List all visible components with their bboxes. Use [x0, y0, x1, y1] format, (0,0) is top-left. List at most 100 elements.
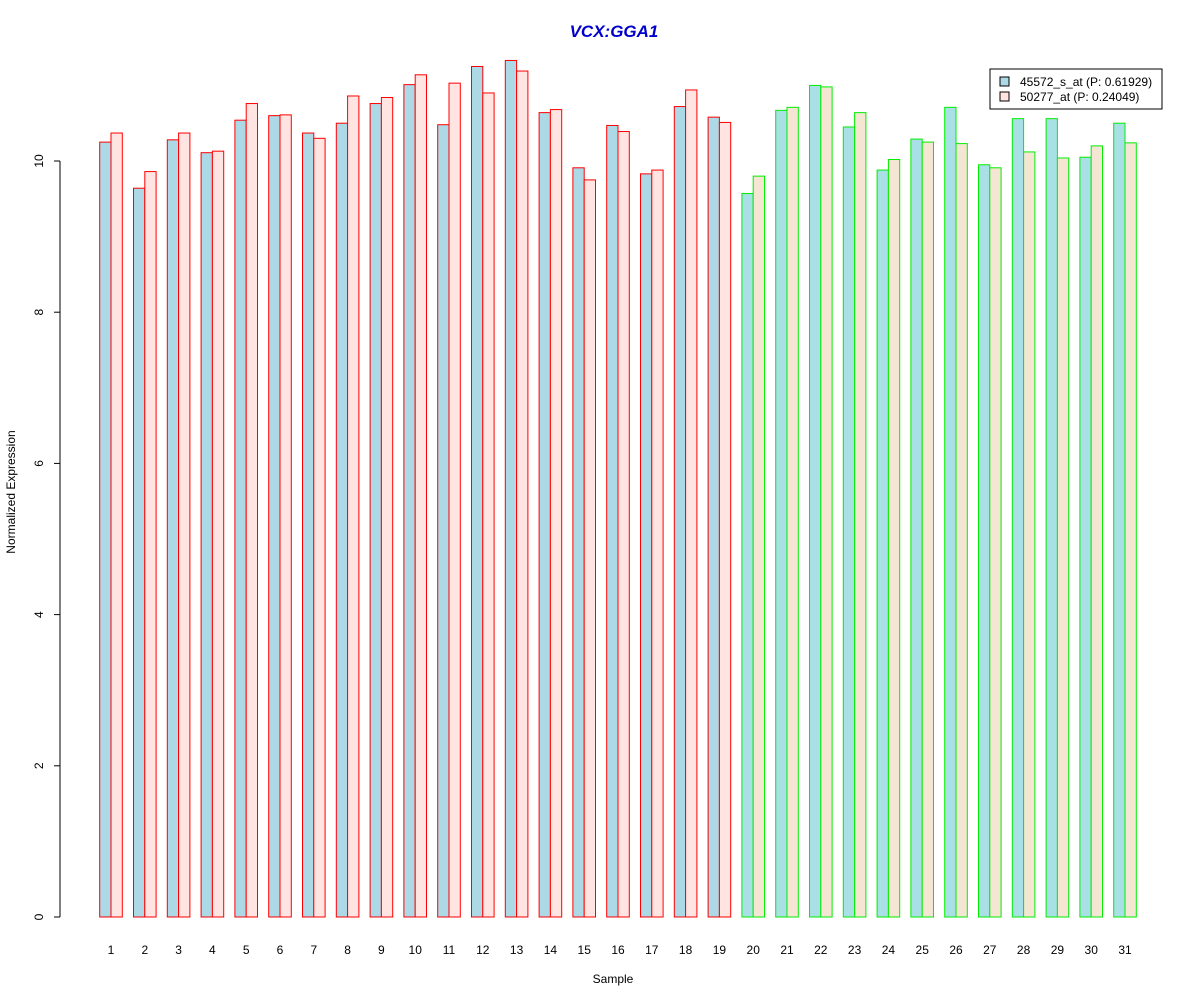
- bar-sample-27-series-2: [989, 167, 1002, 918]
- y-tick-label: 2: [32, 762, 46, 769]
- y-tick-label: 8: [32, 309, 46, 316]
- bar-sample-28-series-2: [1023, 151, 1036, 918]
- x-tick-label: 20: [747, 943, 761, 957]
- bar-sample-10-series-1: [403, 84, 416, 918]
- x-tick-label: 4: [209, 943, 216, 957]
- x-tick-label: 9: [378, 943, 385, 957]
- x-tick-label: 28: [1017, 943, 1031, 957]
- x-tick-label: 14: [544, 943, 558, 957]
- bar-sample-7-series-1: [302, 132, 315, 918]
- bar-sample-23-series-1: [842, 126, 856, 918]
- bar-sample-13-series-1: [504, 59, 518, 918]
- bar-sample-4-series-1: [200, 152, 213, 918]
- bar-sample-24-series-2: [887, 158, 901, 918]
- bar-sample-15-series-1: [572, 167, 585, 918]
- bar-sample-20-series-2: [752, 175, 766, 918]
- x-tick-label: 21: [780, 943, 794, 957]
- bar-sample-30-series-2: [1090, 145, 1103, 918]
- bar-sample-26-series-1: [944, 106, 957, 918]
- bar-sample-5-series-2: [245, 103, 258, 918]
- bar-sample-30-series-1: [1079, 156, 1092, 918]
- bar-sample-1-series-1: [99, 141, 112, 918]
- x-tick-label: 5: [243, 943, 250, 957]
- bar-sample-13-series-2: [516, 70, 529, 918]
- bar-sample-4-series-2: [211, 150, 225, 918]
- y-axis: 0 2 4 6 8 10: [32, 154, 61, 920]
- x-tick-label: 10: [409, 943, 423, 957]
- bar-sample-9-series-2: [380, 97, 394, 918]
- bar-sample-12-series-1: [471, 66, 484, 918]
- x-tick-label: 27: [983, 943, 997, 957]
- y-tick-label: 10: [32, 154, 46, 168]
- bar-sample-25-series-2: [921, 141, 935, 918]
- x-tick-label: 24: [882, 943, 896, 957]
- bar-sample-31-series-2: [1124, 142, 1137, 918]
- bar-sample-6-series-2: [279, 114, 292, 918]
- x-tick-label: 22: [814, 943, 828, 957]
- bar-sample-24-series-1: [876, 169, 889, 918]
- bar-sample-7-series-2: [313, 137, 326, 918]
- legend-swatch: [999, 76, 1010, 87]
- x-tick-label: 16: [611, 943, 625, 957]
- legend-entry-label: 45572_s_at (P: 0.61929): [1020, 75, 1152, 89]
- bar-sample-2-series-2: [144, 171, 157, 918]
- bar-sample-18-series-2: [685, 89, 698, 918]
- x-tick-label: 23: [848, 943, 862, 957]
- legend-swatch: [999, 91, 1010, 102]
- y-axis-label: Normalized Expression: [4, 430, 18, 553]
- bars-layer: [99, 59, 1137, 918]
- bar-sample-21-series-2: [786, 106, 799, 918]
- bar-sample-26-series-2: [955, 143, 968, 918]
- x-tick-label: 11: [443, 943, 456, 957]
- legend-box: [989, 68, 1163, 110]
- x-tick-label: 31: [1118, 943, 1132, 957]
- x-tick-label: 7: [310, 943, 317, 957]
- bar-sample-28-series-1: [1011, 118, 1025, 918]
- y-tick-label: 0: [32, 913, 46, 920]
- bar-sample-20-series-1: [741, 193, 754, 918]
- bar-sample-11-series-1: [437, 124, 450, 918]
- x-tick-label: 6: [277, 943, 284, 957]
- x-tick-label: 13: [510, 943, 524, 957]
- x-tick-label: 3: [175, 943, 182, 957]
- bar-sample-27-series-1: [978, 164, 991, 918]
- bar-sample-17-series-1: [640, 173, 653, 918]
- bar-sample-14-series-2: [549, 109, 563, 918]
- bar-sample-23-series-2: [854, 112, 867, 918]
- bar-sample-8-series-1: [335, 122, 349, 918]
- x-tick-label: 30: [1085, 943, 1099, 957]
- bar-sample-31-series-1: [1113, 122, 1126, 918]
- bar-sample-16-series-2: [617, 131, 630, 918]
- bar-sample-22-series-2: [820, 86, 833, 918]
- chart-title: VCX:GGA1: [570, 22, 659, 41]
- x-tick-label: 12: [476, 943, 490, 957]
- bar-sample-17-series-2: [651, 169, 664, 918]
- bar-sample-19-series-1: [707, 116, 720, 918]
- x-tick-label: 18: [679, 943, 693, 957]
- bar-sample-15-series-2: [583, 179, 597, 918]
- bar-sample-14-series-1: [538, 112, 551, 918]
- bar-sample-8-series-2: [347, 95, 360, 918]
- bar-sample-25-series-1: [910, 138, 923, 918]
- bar-sample-3-series-1: [166, 139, 180, 918]
- bar-sample-2-series-1: [133, 187, 146, 918]
- x-tick-label: 25: [916, 943, 930, 957]
- bar-sample-29-series-2: [1056, 157, 1070, 918]
- bar-sample-18-series-1: [673, 106, 687, 918]
- x-axis-label: Sample: [593, 972, 634, 986]
- x-tick-label: 8: [344, 943, 351, 957]
- bar-sample-29-series-1: [1045, 118, 1058, 918]
- bar-sample-11-series-2: [448, 82, 461, 918]
- bar-sample-10-series-2: [414, 74, 428, 918]
- bar-sample-9-series-1: [369, 103, 382, 918]
- legend-entry-label: 50277_at (P: 0.24049): [1020, 90, 1139, 104]
- x-tick-label: 19: [713, 943, 727, 957]
- x-tick-label: 29: [1051, 943, 1065, 957]
- bar-sample-16-series-1: [606, 124, 619, 918]
- x-tick-label: 2: [141, 943, 148, 957]
- bar-sample-12-series-2: [482, 92, 495, 918]
- bar-sample-6-series-1: [268, 115, 281, 918]
- legend: 45572_s_at (P: 0.61929)50277_at (P: 0.24…: [989, 68, 1163, 110]
